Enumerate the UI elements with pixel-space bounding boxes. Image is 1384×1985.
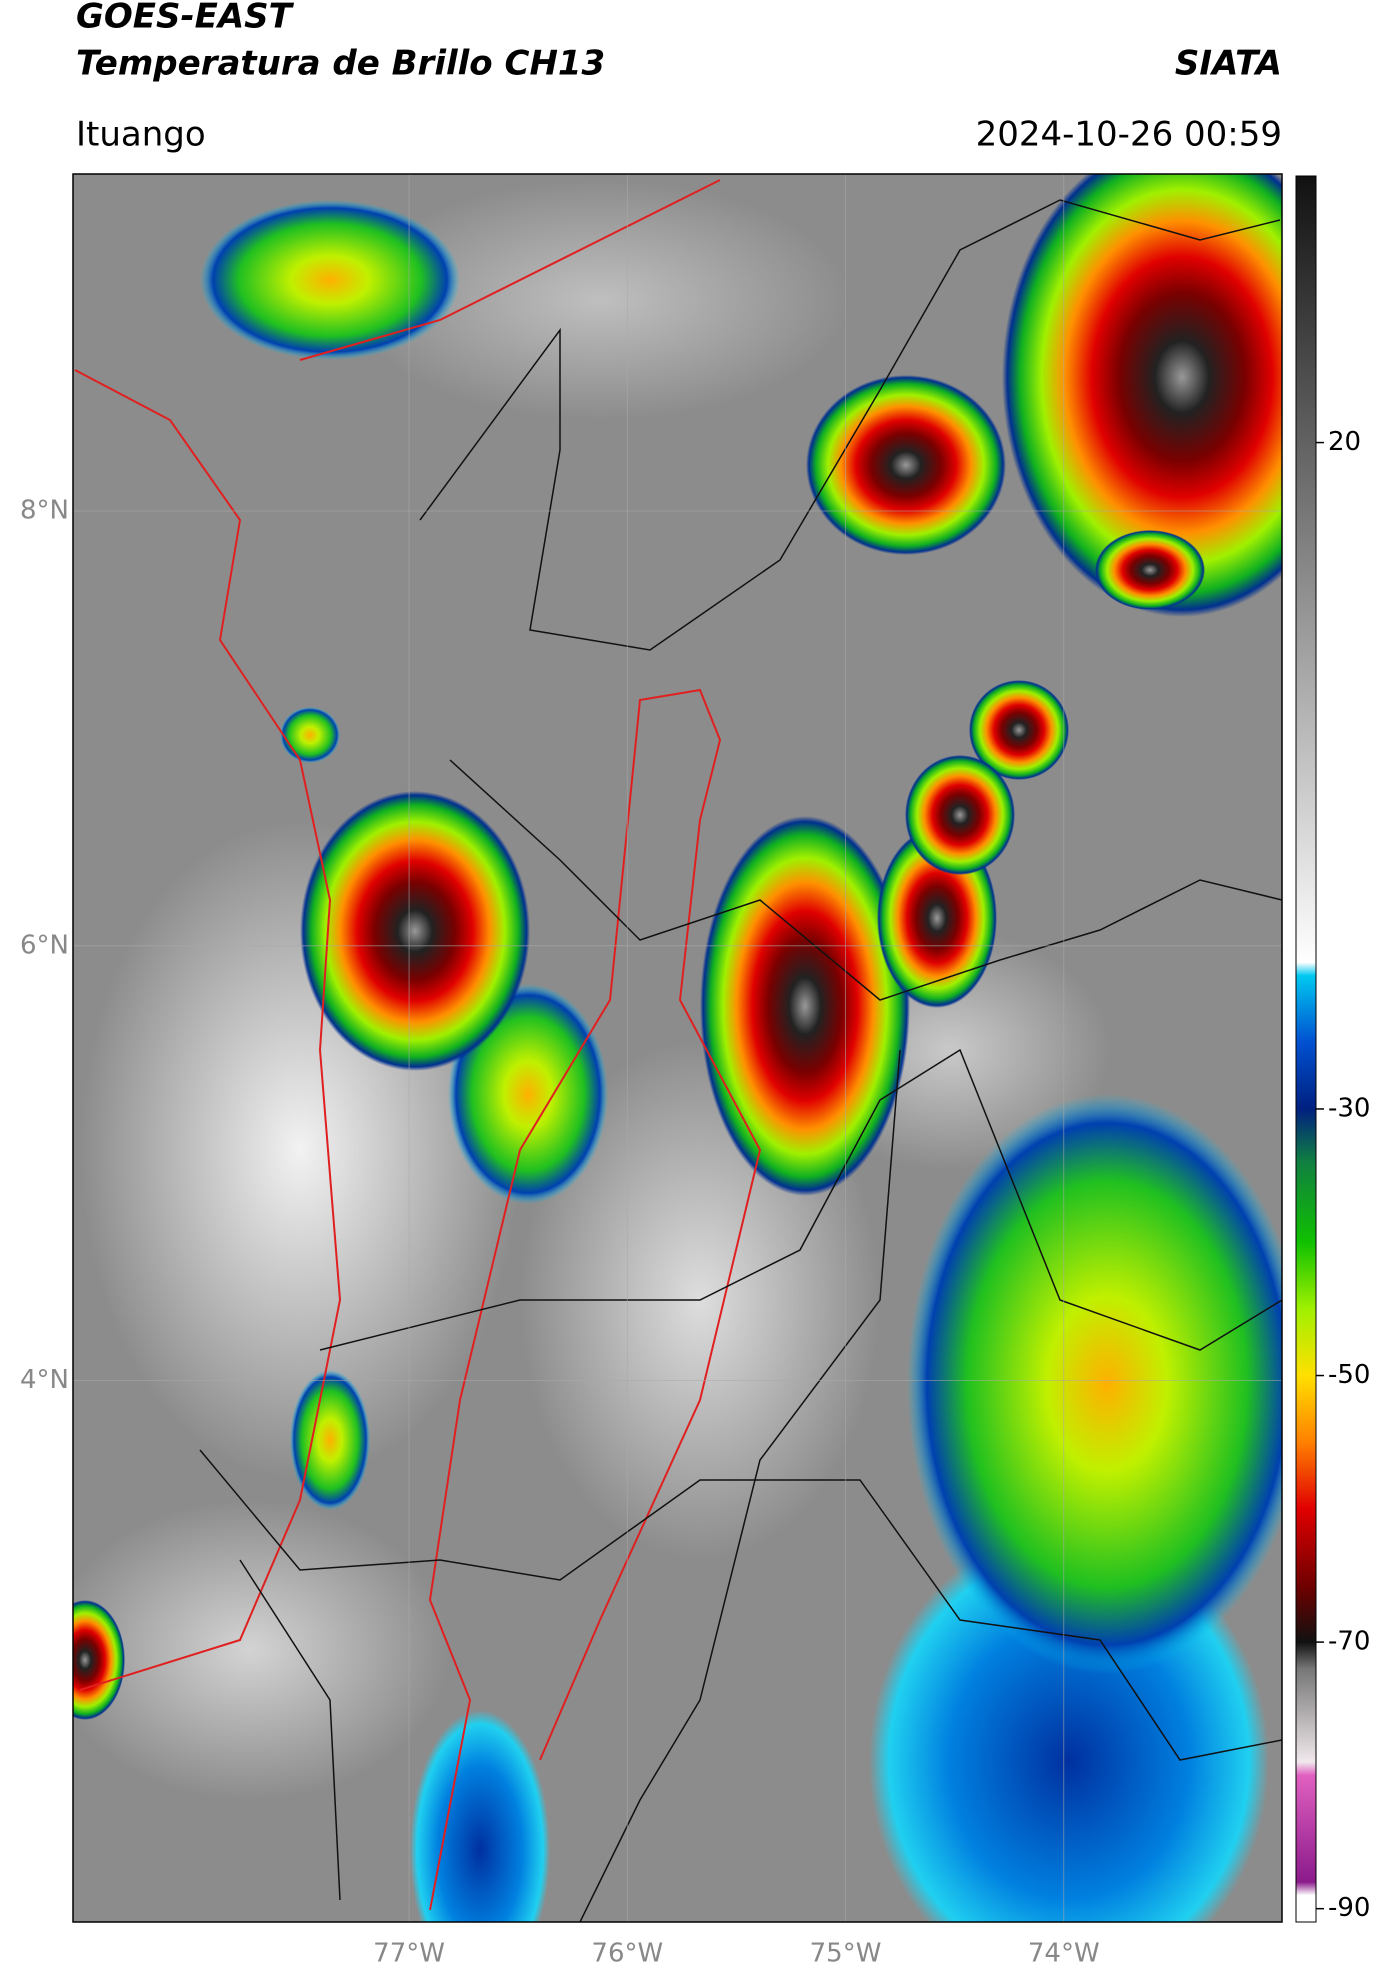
colorbar-label: -30 — [1328, 1093, 1370, 1123]
colorbar-label: -70 — [1328, 1627, 1370, 1657]
graticule — [73, 174, 1282, 1922]
location: Ituango — [76, 115, 206, 155]
brand: SIATA — [1175, 44, 1282, 84]
satellite-image — [73, 174, 1282, 1922]
lon-label: 75°W — [810, 1939, 882, 1969]
lat-label: 8°N — [20, 495, 69, 525]
subtitle: Temperatura de Brillo CH13 — [76, 44, 605, 84]
colorbar — [1295, 175, 1317, 1923]
colorbar-label: -90 — [1328, 1893, 1370, 1923]
lat-label: 4°N — [20, 1365, 69, 1395]
lat-label: 6°N — [20, 930, 69, 960]
datetime: 2024-10-26 00:59 — [976, 115, 1282, 155]
colorbar-label: 20 — [1328, 427, 1361, 457]
colorbar-label: -50 — [1328, 1360, 1370, 1390]
lon-label: 74°W — [1028, 1939, 1100, 1969]
title: GOES-EAST — [76, 0, 295, 37]
lon-label: 77°W — [373, 1939, 445, 1969]
map-frame — [72, 173, 1283, 1923]
lon-label: 76°W — [591, 1939, 663, 1969]
